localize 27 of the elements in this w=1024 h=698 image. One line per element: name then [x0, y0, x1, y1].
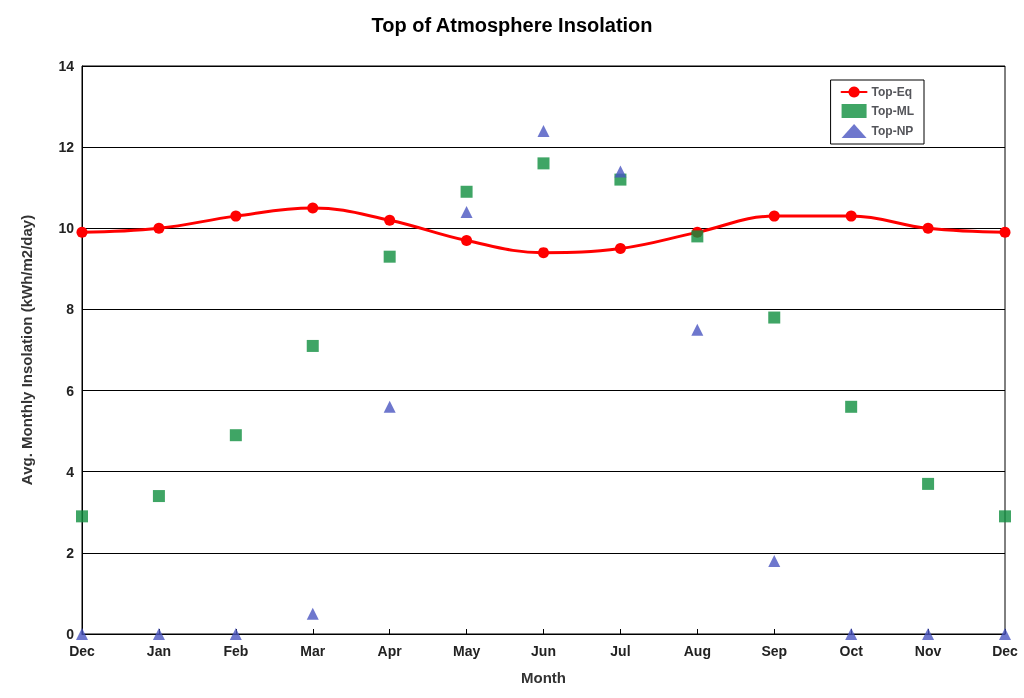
y-tick-label: 6 [66, 382, 75, 399]
x-tick-label: Dec [992, 643, 1019, 659]
x-axis-title: Month [521, 669, 566, 686]
y-tick-label: 8 [66, 301, 75, 318]
x-tick-label: Dec [69, 643, 96, 659]
y-tick-label: 0 [66, 626, 75, 642]
x-tick-label: Apr [377, 643, 403, 659]
x-tick-label: Jul [610, 643, 631, 659]
x-tick-label: Mar [300, 643, 326, 659]
x-tick-label: Jun [531, 643, 556, 659]
x-tick-label: Oct [839, 643, 864, 659]
legend-label: Top-Eq [871, 85, 913, 99]
legend-label: Top-NP [871, 124, 914, 138]
legend-label: Top-ML [871, 104, 914, 118]
y-tick-label: 12 [58, 139, 75, 156]
x-tick-label: Aug [683, 643, 711, 659]
y-axis-title: Avg. Monthly Insolation (kWh/m2/day) [18, 214, 35, 486]
x-tick-label: Jan [146, 643, 171, 659]
y-tick-label: 10 [58, 220, 75, 237]
x-tick-label: May [452, 643, 481, 659]
y-tick-label: 2 [66, 544, 75, 561]
y-tick-label: 4 [66, 463, 75, 480]
x-tick-label: Nov [914, 643, 942, 659]
x-tick-label: Sep [761, 643, 788, 659]
x-tick-label: Feb [223, 643, 249, 659]
y-tick-label: 14 [58, 58, 75, 74]
chart-title: Top of Atmosphere Insolation [371, 14, 653, 36]
